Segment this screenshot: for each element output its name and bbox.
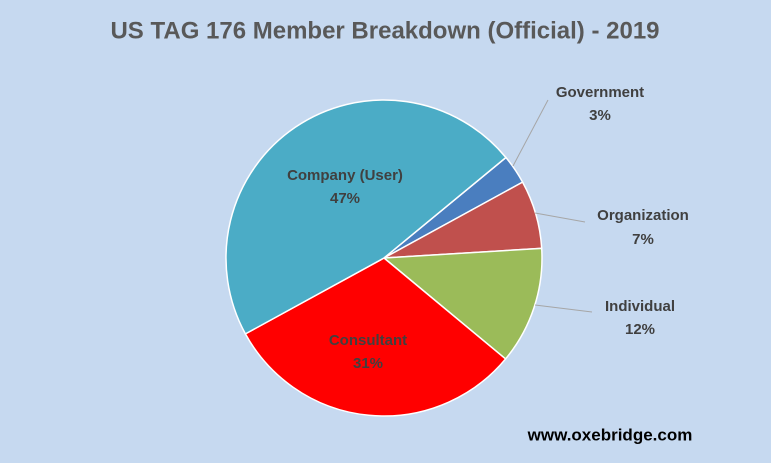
pie-slice [382, 247, 543, 360]
watermark: www.oxebridge.com [527, 425, 693, 444]
pie-slice [225, 99, 507, 335]
value-label: 12% [625, 321, 655, 338]
value-label: 47% [330, 190, 360, 207]
value-label: 3% [589, 107, 611, 124]
slice-label: Individual [605, 298, 675, 315]
leader-line [512, 99, 549, 167]
pie-slice [244, 257, 507, 417]
leader-line [534, 212, 586, 223]
chart-title: US TAG 176 Member Breakdown (Official) -… [110, 17, 659, 44]
value-label: 7% [632, 231, 654, 248]
slice-label: Organization [597, 207, 689, 224]
leader-line [534, 304, 593, 313]
slice-label: Government [556, 84, 644, 101]
slice-label: Company (User) [287, 167, 403, 184]
slice-label: Consultant [329, 332, 407, 349]
value-label: 31% [353, 355, 383, 372]
